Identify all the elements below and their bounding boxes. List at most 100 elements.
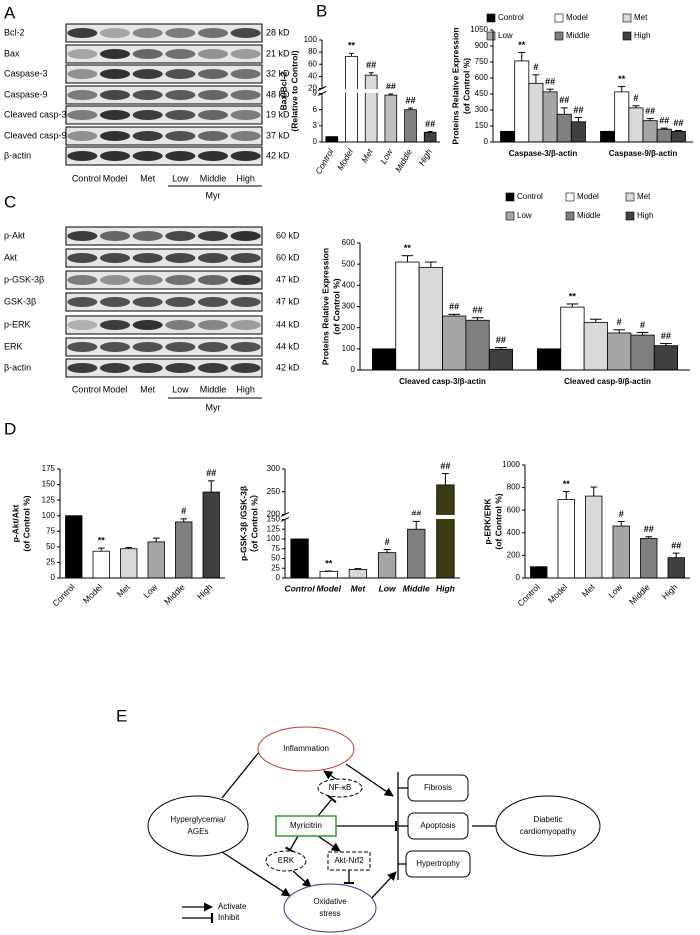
band xyxy=(99,110,131,120)
band xyxy=(197,49,229,59)
x-tick-label: High xyxy=(416,147,434,167)
protein-label: Bax xyxy=(4,48,20,58)
protein-label: β-actin xyxy=(4,150,31,160)
legend-swatch xyxy=(625,192,635,202)
size-label: 47 kD xyxy=(276,296,300,306)
y-tick-label: 0 xyxy=(313,137,318,146)
node-label: Inflammation xyxy=(283,744,329,753)
size-label: 28 kD xyxy=(266,27,290,37)
legend-swatch xyxy=(554,13,564,23)
y-axis-label: (of Control %) xyxy=(331,278,341,334)
arrow xyxy=(323,770,337,780)
node-label: Hypertrophy xyxy=(416,859,460,868)
y-tick-label: 25 xyxy=(271,563,280,572)
y-tick-label: 175 xyxy=(42,464,56,473)
x-tick-label: Met xyxy=(351,583,367,593)
break-mark xyxy=(317,86,327,91)
band xyxy=(132,342,163,352)
node-label: Myricitrin xyxy=(290,821,322,830)
band xyxy=(230,131,261,141)
band xyxy=(99,49,131,59)
arrow xyxy=(369,871,397,901)
band xyxy=(99,151,131,161)
band xyxy=(165,320,196,330)
y-axis-label: p-ERK/ERK xyxy=(482,498,492,545)
y-tick-label: 300 xyxy=(267,464,281,473)
break-mark xyxy=(280,512,290,517)
y-tick-label: 200 xyxy=(267,510,281,519)
band xyxy=(165,253,196,263)
bar xyxy=(418,266,443,371)
x-tick-label: Control xyxy=(50,582,77,609)
size-label: 60 kD xyxy=(276,230,300,240)
band xyxy=(67,49,98,59)
protein-label: Caspase-9 xyxy=(4,89,48,99)
axis-break xyxy=(286,514,461,519)
bar xyxy=(465,319,490,371)
y-tick-label: 600 xyxy=(342,238,356,247)
x-tick-label: Middle xyxy=(162,582,187,607)
legend-label: Met xyxy=(634,13,648,22)
band xyxy=(165,69,196,79)
band xyxy=(197,320,229,330)
band xyxy=(67,90,98,100)
node-label: Akt-Nrf2 xyxy=(334,856,364,865)
lane-label: Model xyxy=(103,384,128,394)
bar xyxy=(536,348,562,371)
y-tick-label: 125 xyxy=(42,495,56,504)
band xyxy=(132,231,163,241)
bar xyxy=(120,548,138,579)
panel-letter: E xyxy=(116,706,127,725)
lane-label: High xyxy=(236,173,255,183)
bar xyxy=(500,130,516,143)
x-tick-label: Model xyxy=(335,146,356,172)
node-label: Fibrosis xyxy=(424,783,452,792)
band xyxy=(132,131,163,141)
band xyxy=(197,342,229,352)
node-shape xyxy=(147,795,249,857)
y-axis-label: Bax/Bcl-2 xyxy=(278,71,288,110)
node-label: Apoptosis xyxy=(420,821,455,830)
node-shape xyxy=(495,795,601,857)
legend-swatch xyxy=(505,192,515,202)
legend-swatch xyxy=(565,192,575,202)
lane-label: Met xyxy=(140,173,156,183)
significance-label: ** xyxy=(348,41,356,51)
significance-label: ** xyxy=(569,291,577,301)
bar xyxy=(442,315,467,371)
legend-label: Control xyxy=(517,192,543,201)
protein-label: Bcl-2 xyxy=(4,27,25,37)
significance-label: ## xyxy=(545,77,555,87)
y-axis-label: (Relative to Control) xyxy=(289,50,299,131)
y-tick-label: 50 xyxy=(271,554,280,563)
bar xyxy=(585,495,603,579)
bar xyxy=(319,570,338,579)
band xyxy=(165,231,196,241)
panel-letter: C xyxy=(4,192,16,211)
bar xyxy=(612,525,630,579)
size-label: 60 kD xyxy=(276,252,300,262)
node-shape xyxy=(405,850,471,878)
y-tick-label: 40 xyxy=(308,71,317,80)
bar xyxy=(640,538,658,579)
lane-label: Low xyxy=(172,384,189,394)
arrow xyxy=(292,870,312,888)
y-tick-label: 20 xyxy=(308,84,317,93)
y-tick-label: 6 xyxy=(313,105,318,114)
band xyxy=(197,363,229,373)
break-mark xyxy=(280,517,290,522)
y-tick-label: 75 xyxy=(46,526,55,535)
band xyxy=(230,297,261,307)
y-tick-label: 9 xyxy=(313,89,318,98)
protein-label: Akt xyxy=(4,252,18,262)
legend-label: Activate xyxy=(218,902,247,911)
significance-label: # xyxy=(617,317,622,327)
band xyxy=(67,231,98,241)
legend-label: Inhibit xyxy=(218,913,240,922)
band xyxy=(165,49,196,59)
band xyxy=(230,90,261,100)
bar xyxy=(488,348,514,371)
protein-label: p-GSK-3β xyxy=(4,274,44,284)
band xyxy=(230,320,261,330)
band xyxy=(67,342,98,352)
